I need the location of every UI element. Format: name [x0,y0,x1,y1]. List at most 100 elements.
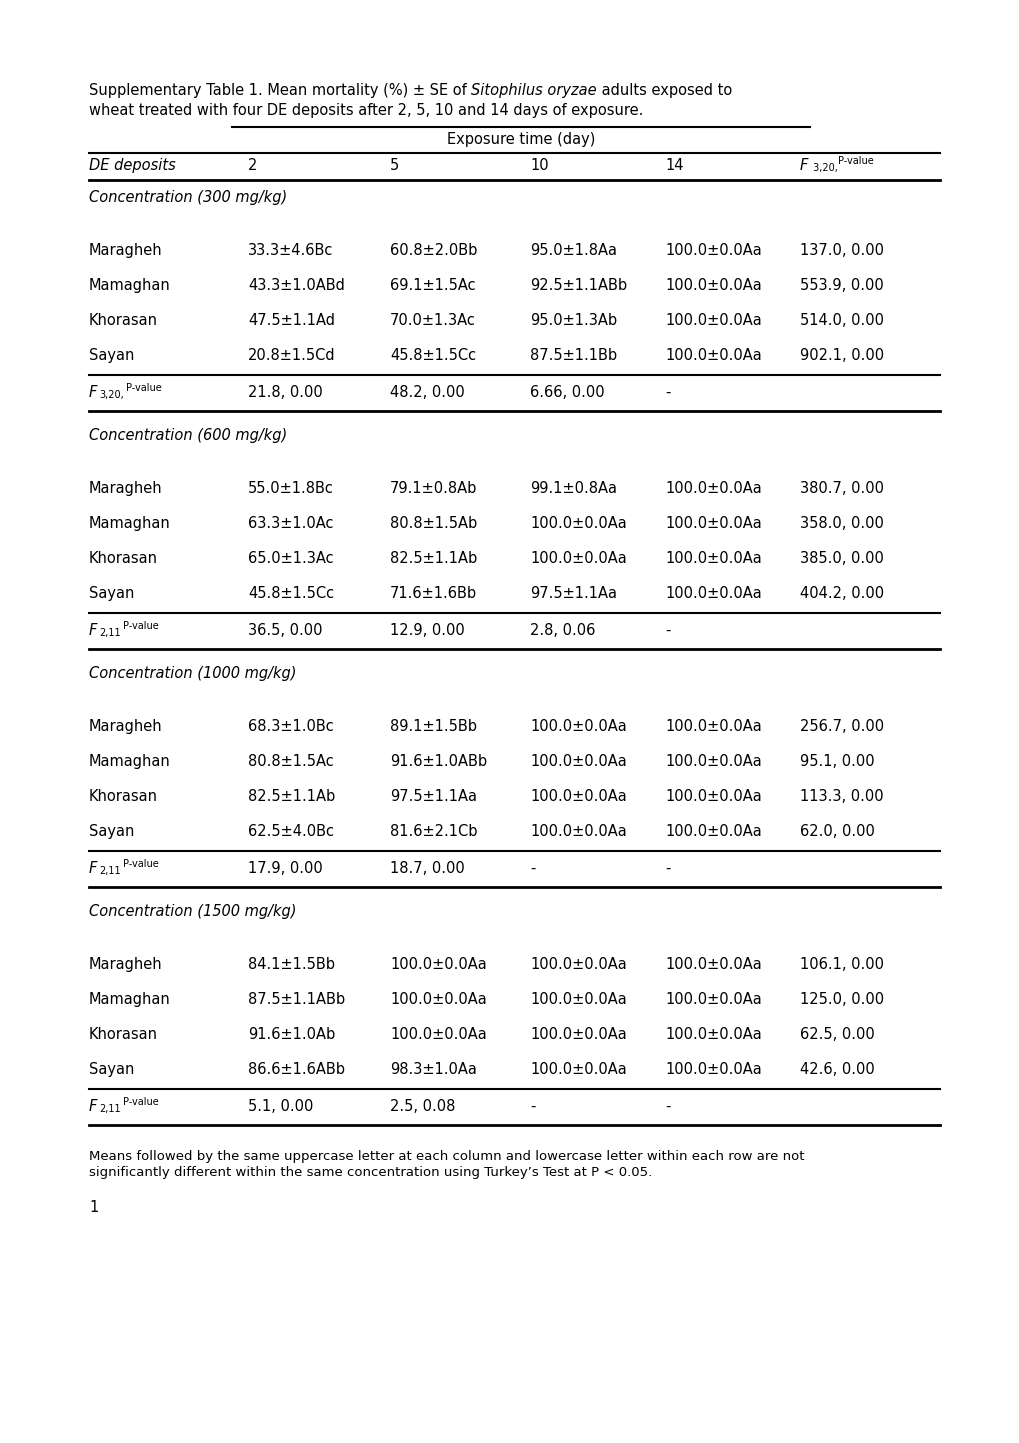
Text: 91.6±1.0ABb: 91.6±1.0ABb [389,755,487,769]
Text: 99.1±0.8Aa: 99.1±0.8Aa [530,481,616,496]
Text: F: F [799,157,808,173]
Text: F: F [89,623,97,638]
Text: 18.7, 0.00: 18.7, 0.00 [389,861,465,876]
Text: P-value: P-value [838,156,873,166]
Text: 100.0±0.0Aa: 100.0±0.0Aa [530,957,626,973]
Text: 80.8±1.5Ac: 80.8±1.5Ac [248,755,333,769]
Text: 100.0±0.0Aa: 100.0±0.0Aa [664,755,761,769]
Text: P-value: P-value [123,620,159,631]
Text: 98.3±1.0Aa: 98.3±1.0Aa [389,1062,477,1076]
Text: Sitophilus oryzae: Sitophilus oryzae [471,84,596,98]
Text: 21.8, 0.00: 21.8, 0.00 [248,385,322,400]
Text: 100.0±0.0Aa: 100.0±0.0Aa [530,991,626,1007]
Text: Concentration (600 mg/kg): Concentration (600 mg/kg) [89,429,287,443]
Text: 86.6±1.6ABb: 86.6±1.6ABb [248,1062,344,1076]
Text: DE deposits: DE deposits [89,157,175,173]
Text: 3,20,: 3,20, [809,163,837,173]
Text: 62.5±4.0Bc: 62.5±4.0Bc [248,824,333,838]
Text: -: - [664,623,669,638]
Text: 5.1, 0.00: 5.1, 0.00 [248,1100,313,1114]
Text: 100.0±0.0Aa: 100.0±0.0Aa [664,991,761,1007]
Text: 17.9, 0.00: 17.9, 0.00 [248,861,322,876]
Text: 100.0±0.0Aa: 100.0±0.0Aa [530,1062,626,1076]
Text: 79.1±0.8Ab: 79.1±0.8Ab [389,481,477,496]
Text: Khorasan: Khorasan [89,313,158,328]
Text: 380.7, 0.00: 380.7, 0.00 [799,481,883,496]
Text: 47.5±1.1Ad: 47.5±1.1Ad [248,313,334,328]
Text: 100.0±0.0Aa: 100.0±0.0Aa [664,242,761,258]
Text: 95.0±1.3Ab: 95.0±1.3Ab [530,313,616,328]
Text: 62.5, 0.00: 62.5, 0.00 [799,1027,874,1042]
Text: 5: 5 [389,157,398,173]
Text: Concentration (1000 mg/kg): Concentration (1000 mg/kg) [89,667,297,681]
Text: 553.9, 0.00: 553.9, 0.00 [799,278,882,293]
Text: 95.1, 0.00: 95.1, 0.00 [799,755,873,769]
Text: adults exposed to: adults exposed to [596,84,732,98]
Text: 358.0, 0.00: 358.0, 0.00 [799,517,883,531]
Text: significantly different within the same concentration using Turkey’s Test at P <: significantly different within the same … [89,1166,651,1179]
Text: Concentration (1500 mg/kg): Concentration (1500 mg/kg) [89,903,297,919]
Text: Sayan: Sayan [89,586,135,600]
Text: 2.8, 0.06: 2.8, 0.06 [530,623,595,638]
Text: Khorasan: Khorasan [89,551,158,566]
Text: 82.5±1.1Ab: 82.5±1.1Ab [248,789,335,804]
Text: 81.6±2.1Cb: 81.6±2.1Cb [389,824,477,838]
Text: 113.3, 0.00: 113.3, 0.00 [799,789,882,804]
Text: -: - [664,385,669,400]
Text: 80.8±1.5Ab: 80.8±1.5Ab [389,517,477,531]
Text: 62.0, 0.00: 62.0, 0.00 [799,824,874,838]
Text: 100.0±0.0Aa: 100.0±0.0Aa [664,957,761,973]
Text: 100.0±0.0Aa: 100.0±0.0Aa [664,789,761,804]
Text: F: F [89,1100,97,1114]
Text: Khorasan: Khorasan [89,1027,158,1042]
Text: 100.0±0.0Aa: 100.0±0.0Aa [664,348,761,364]
Text: 92.5±1.1ABb: 92.5±1.1ABb [530,278,627,293]
Text: P-value: P-value [126,382,162,392]
Text: 87.5±1.1Bb: 87.5±1.1Bb [530,348,616,364]
Text: 106.1, 0.00: 106.1, 0.00 [799,957,883,973]
Text: 100.0±0.0Aa: 100.0±0.0Aa [530,719,626,734]
Text: Sayan: Sayan [89,348,135,364]
Text: 68.3±1.0Bc: 68.3±1.0Bc [248,719,333,734]
Text: -: - [530,861,535,876]
Text: 45.8±1.5Cc: 45.8±1.5Cc [389,348,476,364]
Text: 71.6±1.6Bb: 71.6±1.6Bb [389,586,477,600]
Text: 100.0±0.0Aa: 100.0±0.0Aa [664,586,761,600]
Text: Supplementary Table 1. Mean mortality (%) ± SE of: Supplementary Table 1. Mean mortality (%… [89,84,471,98]
Text: 2: 2 [248,157,257,173]
Text: Maragheh: Maragheh [89,719,162,734]
Text: wheat treated with four DE deposits after 2, 5, 10 and 14 days of exposure.: wheat treated with four DE deposits afte… [89,102,643,118]
Text: 125.0, 0.00: 125.0, 0.00 [799,991,883,1007]
Text: 100.0±0.0Aa: 100.0±0.0Aa [389,1027,486,1042]
Text: 12.9, 0.00: 12.9, 0.00 [389,623,465,638]
Text: 100.0±0.0Aa: 100.0±0.0Aa [664,551,761,566]
Text: 100.0±0.0Aa: 100.0±0.0Aa [664,278,761,293]
Text: 100.0±0.0Aa: 100.0±0.0Aa [530,551,626,566]
Text: 91.6±1.0Ab: 91.6±1.0Ab [248,1027,335,1042]
Text: 100.0±0.0Aa: 100.0±0.0Aa [530,755,626,769]
Text: 33.3±4.6Bc: 33.3±4.6Bc [248,242,333,258]
Text: F: F [89,861,97,876]
Text: 20.8±1.5Cd: 20.8±1.5Cd [248,348,335,364]
Text: Khorasan: Khorasan [89,789,158,804]
Text: 100.0±0.0Aa: 100.0±0.0Aa [664,1027,761,1042]
Text: 256.7, 0.00: 256.7, 0.00 [799,719,883,734]
Text: F: F [89,385,97,400]
Text: 6.66, 0.00: 6.66, 0.00 [530,385,604,400]
Text: Maragheh: Maragheh [89,242,162,258]
Text: 385.0, 0.00: 385.0, 0.00 [799,551,883,566]
Text: 100.0±0.0Aa: 100.0±0.0Aa [530,789,626,804]
Text: 404.2, 0.00: 404.2, 0.00 [799,586,883,600]
Text: Sayan: Sayan [89,1062,135,1076]
Text: 2,11: 2,11 [99,628,120,638]
Text: P-value: P-value [123,859,159,869]
Text: 84.1±1.5Bb: 84.1±1.5Bb [248,957,334,973]
Text: Mamaghan: Mamaghan [89,755,170,769]
Text: 95.0±1.8Aa: 95.0±1.8Aa [530,242,616,258]
Text: 36.5, 0.00: 36.5, 0.00 [248,623,322,638]
Text: 1: 1 [89,1201,98,1215]
Text: 97.5±1.1Aa: 97.5±1.1Aa [530,586,616,600]
Text: Sayan: Sayan [89,824,135,838]
Text: 43.3±1.0ABd: 43.3±1.0ABd [248,278,344,293]
Text: 100.0±0.0Aa: 100.0±0.0Aa [530,1027,626,1042]
